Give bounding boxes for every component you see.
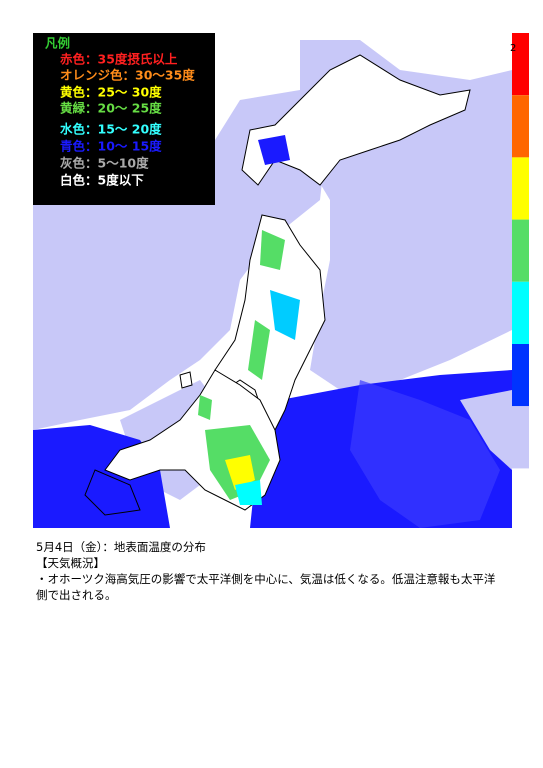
caption-text: ・オホーツク海高気圧の影響で太平洋側を中心に、気温は低くなる。低温注意報も太平洋…: [36, 572, 496, 602]
map: [33, 33, 512, 528]
colorbar-segment: [512, 33, 529, 96]
caption-heading: 【天気概況】: [36, 556, 105, 570]
legend-item: 黄緑：20～ 25度: [60, 101, 162, 116]
colorbar-segment: [512, 406, 529, 469]
legend-item: 白色：5度以下: [60, 173, 144, 188]
legend-item: 黄色：25～ 30度: [60, 85, 162, 100]
colorbar-segment: [512, 157, 529, 220]
legend-item: 水色：15～ 20度: [60, 122, 162, 137]
legend-title: 凡例: [45, 36, 70, 51]
colorbar-segment: [512, 281, 529, 344]
colorbar-segment: [512, 219, 529, 282]
legend-box: [33, 33, 215, 205]
colorbar-segment: [512, 95, 529, 158]
colorbar-segment: [512, 344, 529, 407]
caption-date: 5月4日（金）：地表面温度の分布: [36, 540, 206, 554]
legend-item: 灰色：5～10度: [60, 156, 149, 171]
caption: 5月4日（金）：地表面温度の分布 【天気概況】 ・オホーツク海高気圧の影響で太平…: [36, 539, 498, 603]
legend-item: 青色：10～ 15度: [60, 139, 162, 154]
legend-item: 赤色：35度摂氏以上: [60, 52, 178, 67]
legend-item: オレンジ色：30～35度: [60, 68, 195, 83]
colorbar-label: 2: [510, 43, 516, 54]
colorbar: 2: [510, 33, 529, 469]
